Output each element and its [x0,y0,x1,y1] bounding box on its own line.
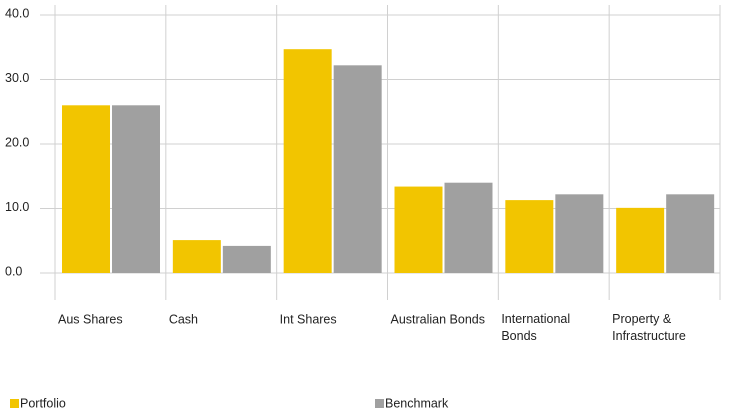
legend-swatch [10,399,19,408]
bar [555,194,604,273]
bar [666,194,715,273]
x-tick-label: Property & Infrastructure [612,312,686,343]
bar [444,182,493,273]
y-tick-label: 30.0 [5,71,29,85]
x-tick-label: Cash [169,312,198,326]
legend-swatch [375,399,384,408]
legend-label: Portfolio [20,396,66,410]
bar [112,105,160,273]
bar [616,207,665,273]
bar [333,65,382,273]
legend-label: Benchmark [385,396,449,410]
bar [505,200,554,273]
bar [172,240,221,273]
bar [283,49,332,274]
y-tick-label: 20.0 [5,135,29,149]
y-tick-label: 10.0 [5,200,29,214]
x-tick-label: Aus Shares [58,312,123,326]
x-tick-label: Int Shares [280,312,337,326]
y-tick-label: 40.0 [5,6,29,20]
x-tick-label: International Bonds [501,312,570,343]
y-tick-label: 0.0 [5,264,22,278]
bar [222,245,271,273]
bar [62,105,110,273]
x-tick-label: Australian Bonds [391,312,486,326]
bar [394,186,443,273]
